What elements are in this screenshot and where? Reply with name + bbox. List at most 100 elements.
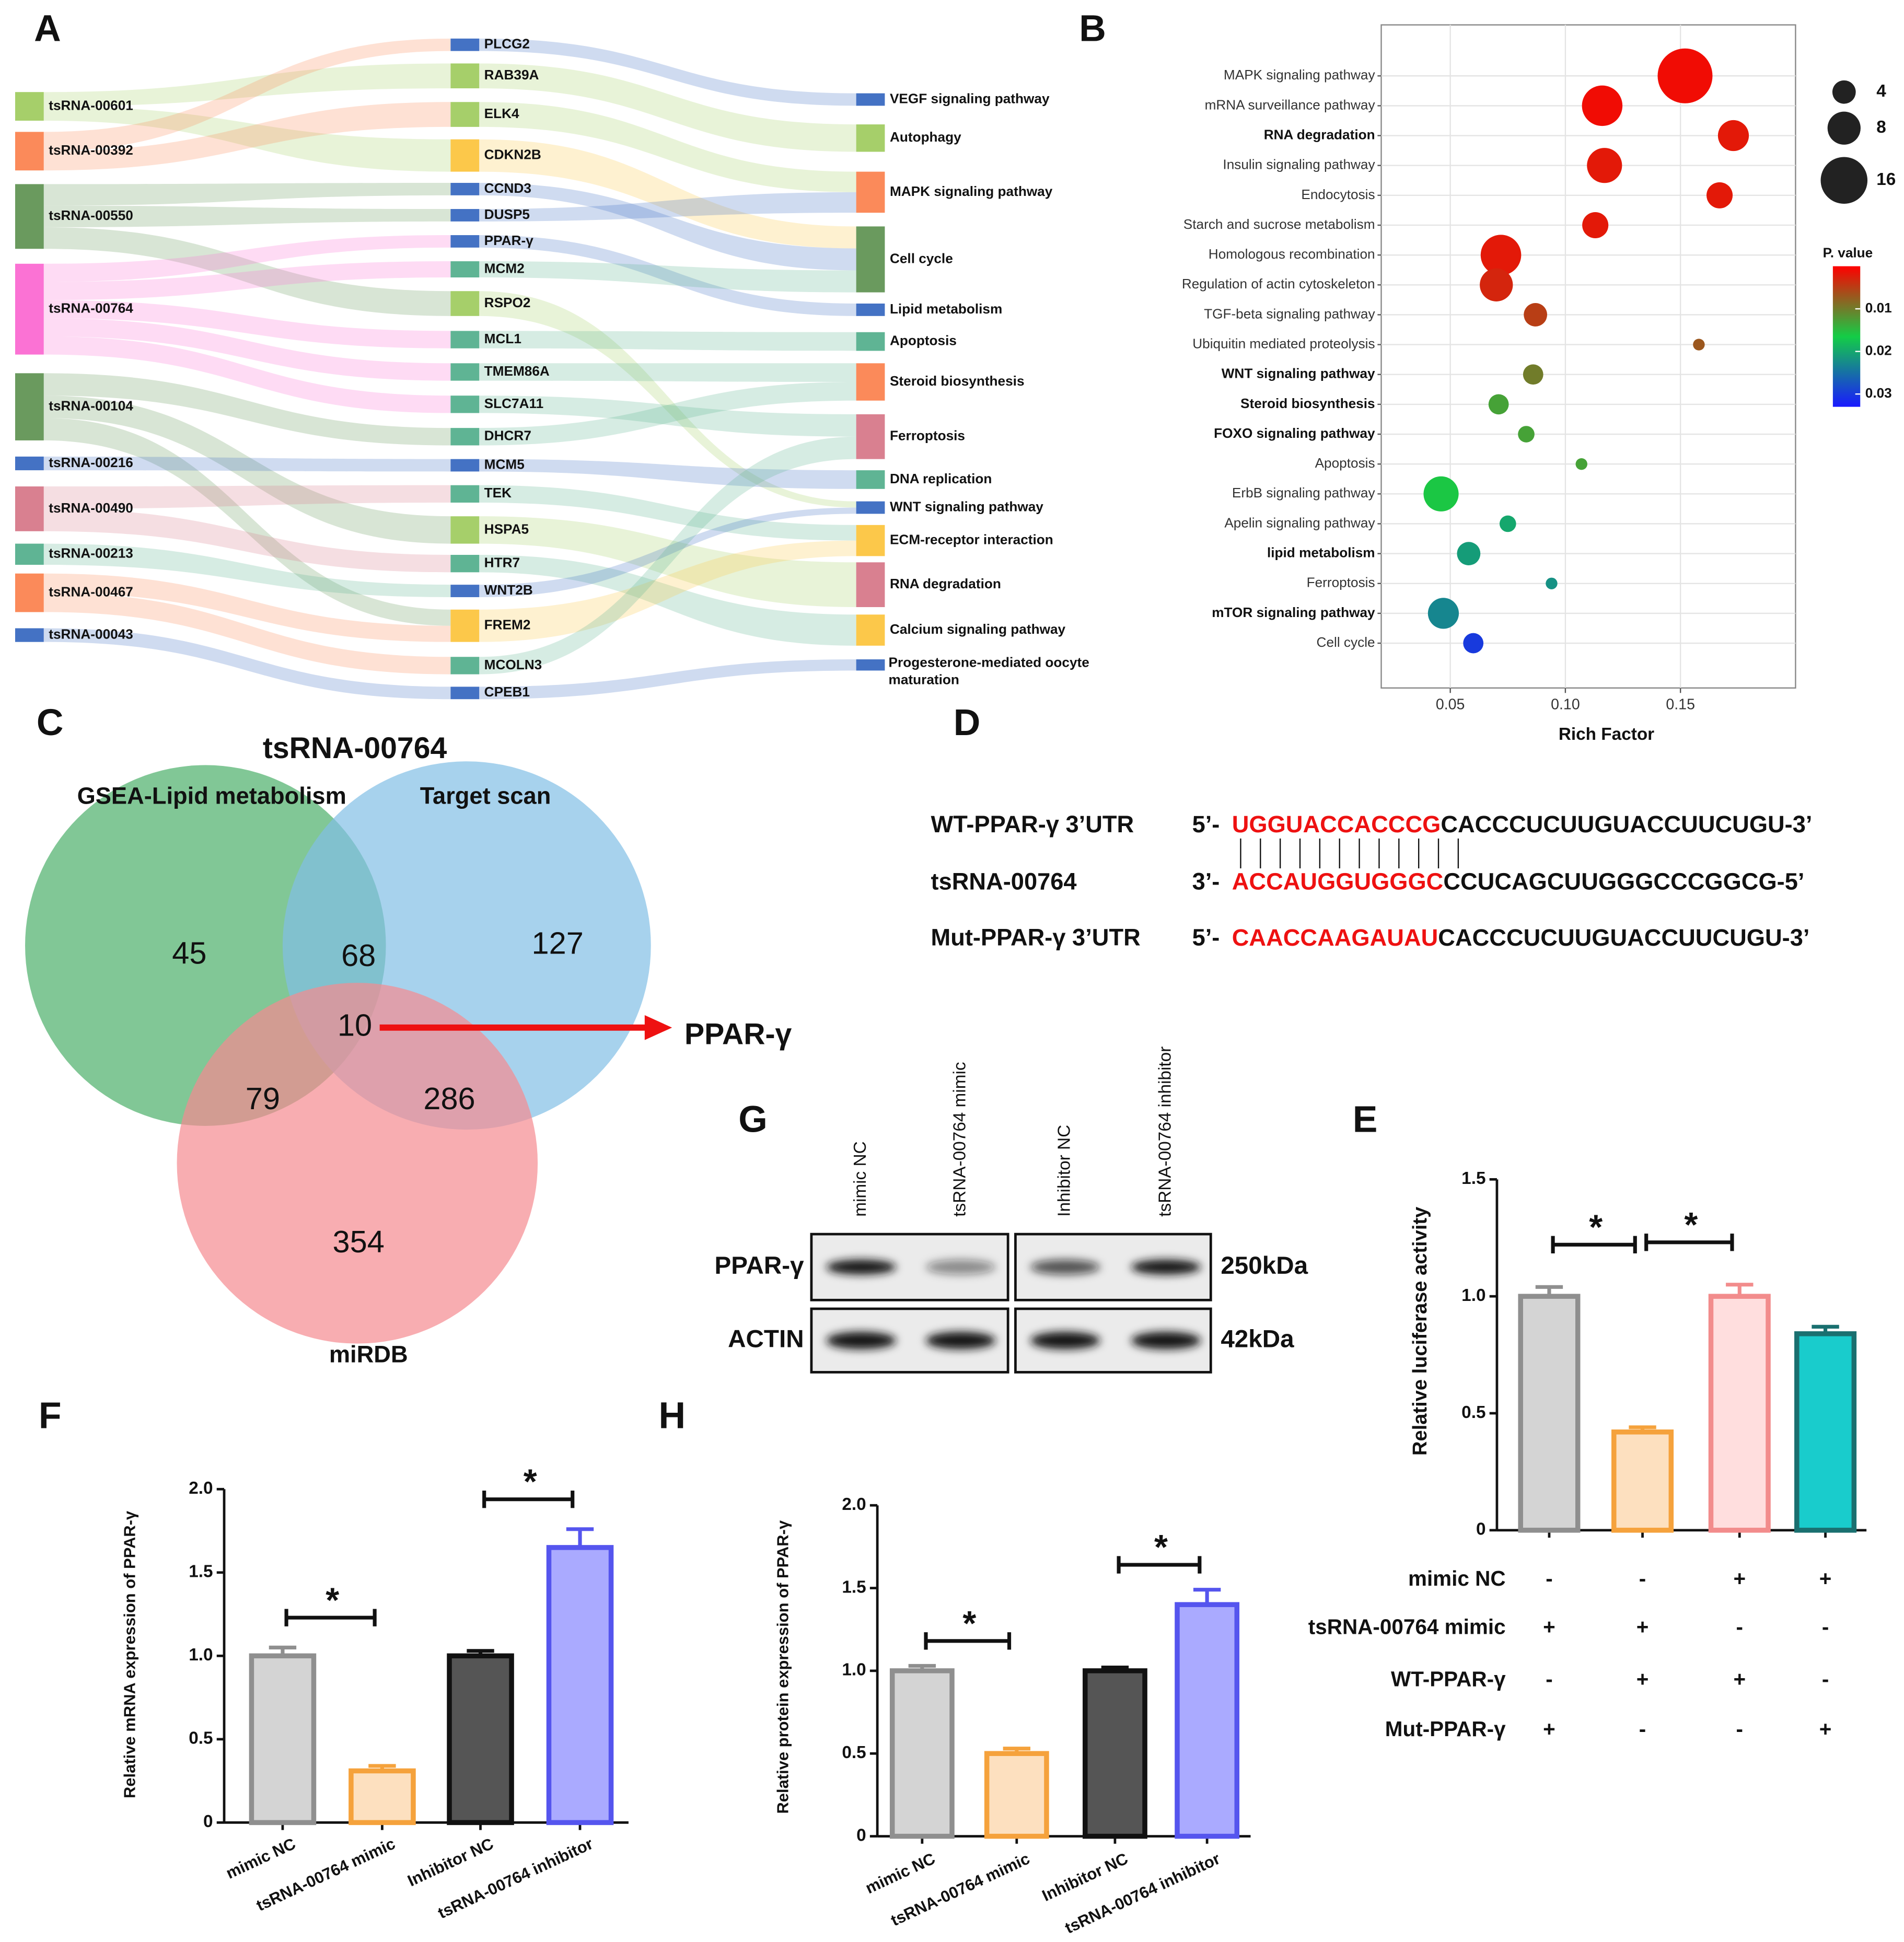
- sankey-link: [479, 659, 856, 700]
- sankey-link: [479, 396, 856, 437]
- category-label: Regulation of actin cytoskeleton: [1182, 276, 1375, 292]
- panel-letter: A: [34, 7, 61, 49]
- sankey-node: [450, 516, 480, 544]
- colorbar: [1832, 266, 1861, 407]
- bubble: [1480, 268, 1513, 301]
- category-label: mRNA surveillance pathway: [1205, 97, 1376, 112]
- condition-sign: -: [1546, 1667, 1552, 1691]
- sankey-node: [450, 485, 480, 503]
- panel-letter: E: [1353, 1099, 1378, 1141]
- blot-band: [1131, 1332, 1201, 1350]
- strand-end: 3’-: [1192, 868, 1220, 895]
- node-label: Progesterone-mediated oocyte maturation: [888, 655, 1089, 688]
- sankey-node: [856, 470, 885, 489]
- condition-sign: +: [1819, 1717, 1832, 1741]
- bar: [1175, 1602, 1240, 1839]
- category-label: lipid metabolism: [1267, 545, 1375, 561]
- sankey-node: [856, 614, 885, 646]
- sankey-node: [450, 235, 480, 248]
- y-tick-label: 2.0: [842, 1495, 866, 1514]
- bar: [1518, 1294, 1581, 1533]
- sankey-node: [450, 687, 480, 700]
- category-label: Endocytosis: [1301, 187, 1375, 202]
- bubble: [1423, 476, 1459, 511]
- sankey-node: [15, 456, 44, 471]
- condition-label: WT-PPAR-γ: [1391, 1667, 1506, 1691]
- sankey-node: [450, 609, 480, 642]
- bar: [1083, 1668, 1147, 1839]
- condition-sign: +: [1543, 1717, 1555, 1741]
- sequence: CAACCAAGAUAUCACCCUCUUGUACCUUCUGU-3’: [1232, 924, 1810, 951]
- bar: [889, 1668, 955, 1839]
- node-label: FREM2: [484, 617, 531, 633]
- sankey-link: [479, 291, 856, 508]
- node-label: MCOLN3: [484, 657, 542, 672]
- significance-bracket: [924, 1632, 1012, 1650]
- sankey-node: [450, 261, 480, 277]
- sankey-node: [450, 183, 480, 195]
- condition-label: tsRNA-00764 mimic: [1308, 1615, 1506, 1639]
- y-tick-label: 0: [1476, 1520, 1486, 1539]
- sankey-link: [43, 508, 451, 573]
- node-label: RSPO2: [484, 295, 531, 310]
- sankey-node: [15, 184, 44, 249]
- error-bar: [1629, 1425, 1656, 1432]
- sequence: UGGUACCACCCGCACCCUCUUGUACCUUCUGU-3’: [1232, 811, 1813, 838]
- category-label: RNA degradation: [1264, 126, 1375, 142]
- error-bar: [566, 1527, 594, 1548]
- highlight-label: PPAR-γ: [684, 1018, 792, 1051]
- node-label: DUSP5: [484, 206, 530, 222]
- sankey-link: [43, 300, 451, 348]
- sankey-link: [479, 507, 856, 597]
- sankey-node: [15, 92, 44, 121]
- condition-sign: -: [1822, 1667, 1829, 1691]
- bubble: [1546, 577, 1558, 589]
- category-label: TGF-beta signaling pathway: [1204, 306, 1375, 321]
- sankey-link: [43, 235, 451, 282]
- error-bar: [368, 1764, 396, 1771]
- bubble: [1582, 212, 1609, 239]
- bar: [1794, 1331, 1857, 1533]
- node-label: tsRNA-00392: [49, 142, 133, 158]
- condition-sign: +: [1636, 1615, 1649, 1639]
- sankey-node: [856, 226, 885, 293]
- bubble: [1587, 148, 1622, 183]
- blot-band: [1030, 1332, 1100, 1350]
- sankey-node: [450, 555, 480, 573]
- bubble: [1524, 303, 1548, 327]
- sankey-link: [479, 382, 856, 446]
- sankey-node: [856, 93, 885, 106]
- blot-band: [925, 1332, 996, 1350]
- bar: [249, 1653, 317, 1825]
- lane-label: tsRNA-00764 inhibitor: [1155, 1046, 1175, 1217]
- node-label: ELK4: [484, 106, 519, 121]
- blot-band: [826, 1259, 896, 1275]
- sankey-node: [856, 659, 885, 671]
- bubble: [1693, 339, 1705, 351]
- significance-bracket: [1551, 1236, 1637, 1253]
- y-tick-label: 2.0: [189, 1479, 213, 1498]
- node-label: Ferroptosis: [890, 428, 965, 444]
- bubble: [1463, 633, 1484, 654]
- region-count: 79: [246, 1081, 280, 1116]
- sankey-node: [450, 363, 480, 381]
- sankey-link: [43, 205, 451, 227]
- y-axis-label: Relative protein expression of PPAR-γ: [774, 1520, 792, 1813]
- node-label: RNA degradation: [890, 576, 1001, 591]
- y-axis-label: Relative mRNA expression of PPAR-γ: [121, 1510, 139, 1798]
- category-label: MAPK signaling pathway: [1224, 67, 1376, 83]
- sequence-rest: CCUCAGCUUGGGCCCGGCG-5’: [1443, 868, 1804, 895]
- node-label: MCL1: [484, 331, 521, 346]
- bar: [447, 1653, 514, 1825]
- region-count: 354: [333, 1224, 385, 1259]
- size-legend-key: [1832, 80, 1856, 104]
- panel-letter: F: [39, 1394, 62, 1436]
- node-label: Calcium signaling pathway: [890, 621, 1066, 637]
- condition-label: Mut-PPAR-γ: [1385, 1717, 1506, 1741]
- set-label: GSEA-Lipid metabolism: [77, 782, 346, 809]
- significance-bracket: [284, 1609, 377, 1626]
- bubble: [1488, 394, 1509, 415]
- x-tick-label: 0.05: [1436, 696, 1465, 713]
- y-tick-label: 0: [856, 1825, 866, 1845]
- sankey-link: [43, 183, 451, 206]
